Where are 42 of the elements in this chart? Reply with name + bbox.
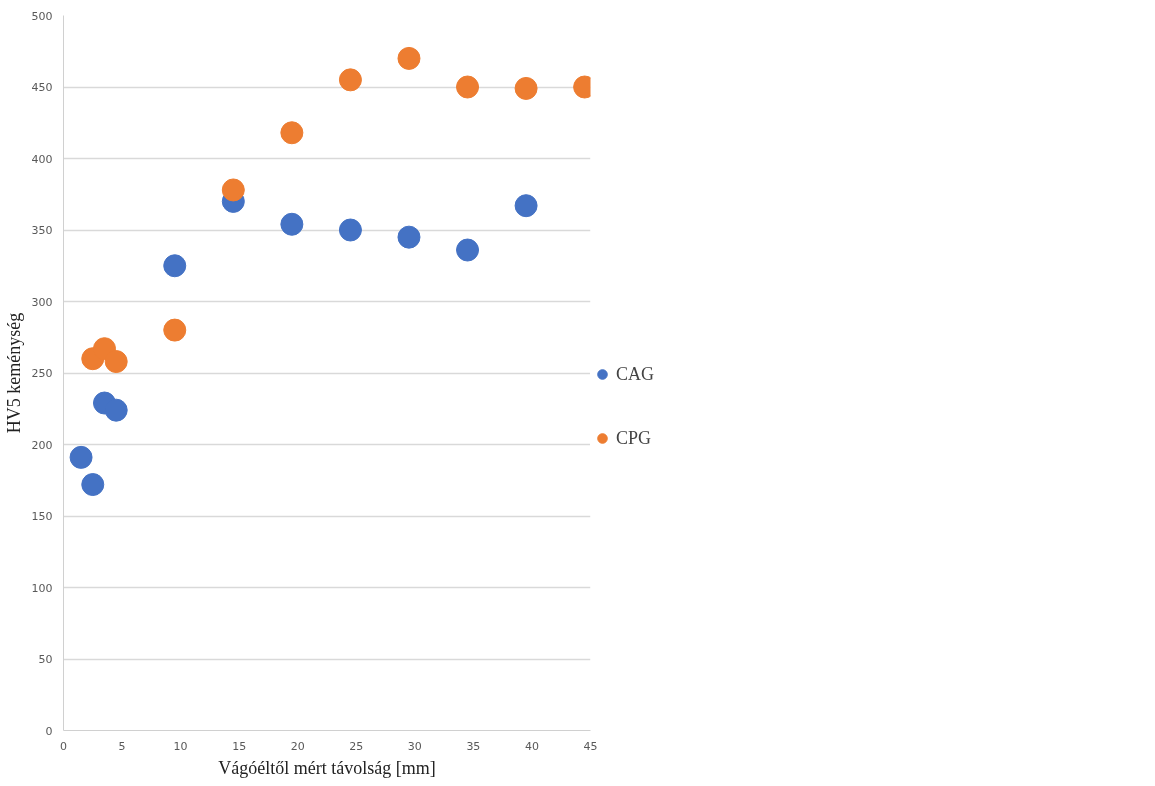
point — [456, 75, 480, 99]
legend-label: CPG — [616, 427, 652, 449]
point — [81, 473, 105, 497]
x-tick-label: 35 — [466, 739, 481, 753]
x-tick-label: 10 — [173, 739, 188, 753]
point — [514, 194, 538, 218]
x-tick-label: 30 — [407, 739, 422, 753]
point — [397, 225, 421, 249]
x-tick-label: 25 — [349, 739, 364, 753]
point — [338, 68, 362, 92]
point — [456, 238, 480, 262]
point — [221, 178, 245, 202]
y-tick-label: 350 — [31, 224, 53, 237]
point — [163, 254, 187, 278]
y-tick-label: 400 — [31, 152, 53, 166]
x-tick-label: 15 — [232, 739, 247, 753]
point — [163, 318, 187, 342]
point — [104, 398, 128, 422]
x-tick-label: 20 — [290, 739, 305, 753]
x-tick-label: 40 — [524, 739, 539, 753]
x-tick-label: 5 — [118, 739, 126, 753]
y-tick-label: 100 — [31, 581, 53, 595]
x-tick-label: 0 — [60, 739, 67, 753]
y-tick-label: 150 — [31, 510, 53, 523]
y-tick-label: 300 — [31, 295, 53, 309]
point — [514, 76, 538, 100]
y-tick-label: 250 — [31, 367, 53, 380]
point — [69, 445, 93, 469]
point — [397, 46, 421, 70]
y-tick-label: 500 — [31, 9, 53, 23]
y-tick-label: 200 — [31, 438, 53, 452]
point — [280, 212, 304, 236]
y-tick-label: 50 — [38, 653, 53, 666]
legend-label: CAG — [616, 363, 655, 385]
x-axis-title: Vágóéltől mért távolság [mm] — [218, 757, 436, 778]
y-axis-title: HV5 keménység — [3, 312, 24, 434]
point — [280, 121, 304, 145]
x-tick-label: 45 — [583, 739, 598, 753]
y-tick-label: 450 — [31, 81, 53, 94]
point — [338, 218, 362, 242]
point — [104, 350, 128, 374]
y-tick-label: 0 — [45, 724, 53, 738]
